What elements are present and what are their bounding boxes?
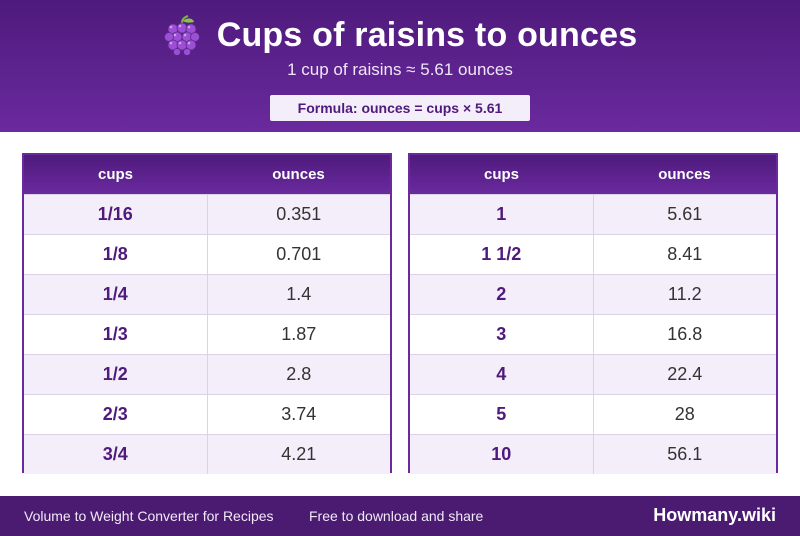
table-row: 1/2 2.8 <box>24 354 390 394</box>
ounces-cell: 22.4 <box>667 364 703 384</box>
ounces-cell: 4.21 <box>281 444 317 464</box>
cups-cell: 1/4 <box>24 275 208 314</box>
table-row: 10 56.1 <box>410 434 776 474</box>
cups-cell: 3/4 <box>24 435 208 474</box>
formula-badge: Formula: ounces = cups × 5.61 <box>270 95 530 121</box>
ounces-cell: 0.351 <box>276 204 322 224</box>
column-header-cups: cups <box>483 166 519 183</box>
ounces-cell: 16.8 <box>667 324 703 344</box>
cups-cell: 1 <box>410 195 594 234</box>
table-row: 5 28 <box>410 394 776 434</box>
cups-cell: 2/3 <box>24 395 208 434</box>
table-row: 2 11.2 <box>410 274 776 314</box>
cups-cell: 1 1/2 <box>410 235 594 274</box>
cups-cell: 1/8 <box>24 235 208 274</box>
conversion-table-left: cups ounces 1/16 0.351 1/8 0.701 1/4 1.4 1/… <box>22 153 392 474</box>
ounces-cell: 5.61 <box>667 204 703 224</box>
table-row: 1 1/2 8.41 <box>410 234 776 274</box>
table-row: 3/4 4.21 <box>24 434 390 474</box>
ounces-cell: 11.2 <box>667 284 702 304</box>
ounces-cell: 56.1 <box>667 444 703 464</box>
table-row: 4 22.4 <box>410 354 776 394</box>
cups-cell: 5 <box>410 395 594 434</box>
subtitle: 1 cup of raisins ≈ 5.61 ounces <box>287 60 513 79</box>
footer-tagline: Volume to Weight Converter for Recipes <box>24 508 274 524</box>
table-header: cups ounces <box>24 155 390 194</box>
cups-cell: 2 <box>410 275 594 314</box>
ounces-cell: 1.4 <box>286 284 312 304</box>
brand-link[interactable]: Howmany.wiki <box>653 505 776 525</box>
cups-cell: 3 <box>410 315 594 354</box>
grapes-icon <box>163 15 201 56</box>
table-row: 1/4 1.4 <box>24 274 390 314</box>
header: Cups of raisins to ounces 1 cup of raisi… <box>0 0 800 132</box>
cups-cell: 10 <box>410 435 594 474</box>
column-header-ounces: ounces <box>272 166 325 183</box>
column-header-ounces: ounces <box>658 166 711 183</box>
table-row: 3 16.8 <box>410 314 776 354</box>
table-row: 2/3 3.74 <box>24 394 390 434</box>
footer-share-note: Free to download and share <box>309 508 484 524</box>
table-row: 1/8 0.701 <box>24 234 390 274</box>
cups-cell: 1/3 <box>24 315 208 354</box>
ounces-cell: 3.74 <box>281 404 317 424</box>
table-header: cups ounces <box>410 155 776 194</box>
cups-cell: 4 <box>410 355 594 394</box>
ounces-cell: 1.87 <box>281 324 317 344</box>
table-row: 1 5.61 <box>410 194 776 234</box>
ounces-cell: 28 <box>674 404 695 424</box>
table-row: 1/3 1.87 <box>24 314 390 354</box>
column-header-cups: cups <box>97 166 133 183</box>
ounces-cell: 0.701 <box>276 244 322 264</box>
page-title: Cups of raisins to ounces <box>216 15 638 54</box>
ounces-cell: 2.8 <box>286 364 312 384</box>
title-row: Cups of raisins to ounces <box>0 14 800 56</box>
cups-cell: 1/2 <box>24 355 208 394</box>
cups-cell: 1/16 <box>24 195 208 234</box>
table-row: 1/16 0.351 <box>24 194 390 234</box>
conversion-table-right: cups ounces 1 5.61 1 1/2 8.41 2 11.2 3 16.8 … <box>408 153 778 474</box>
footer: Volume to Weight Converter for Recipes F… <box>0 496 800 536</box>
ounces-cell: 8.41 <box>667 244 703 264</box>
